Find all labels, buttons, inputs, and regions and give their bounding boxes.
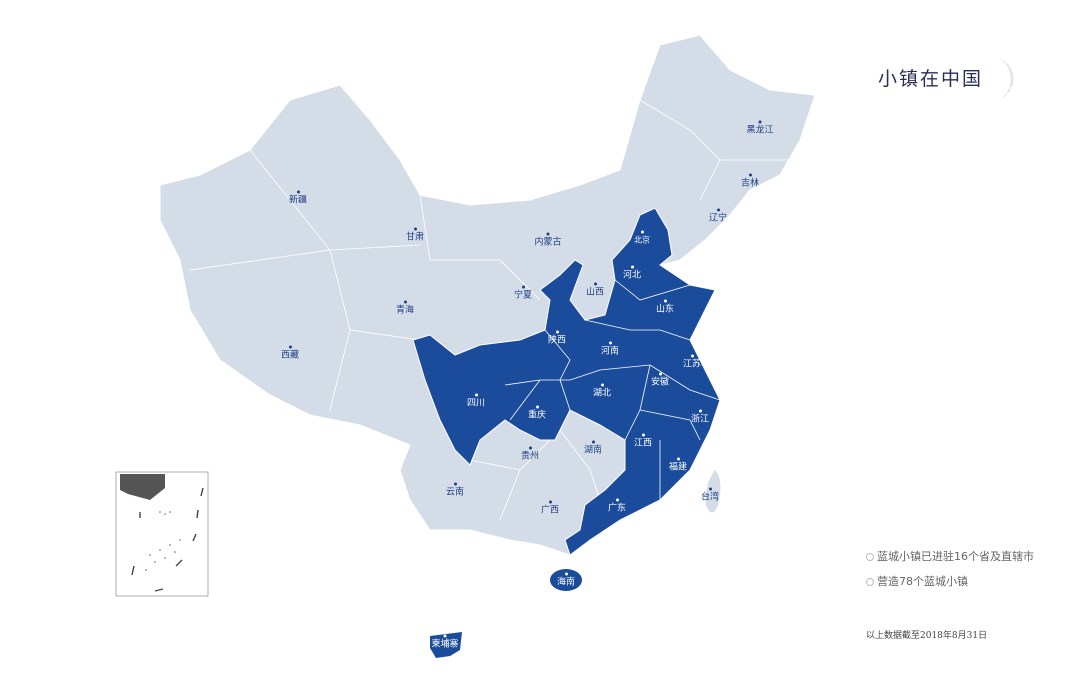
covered-provinces-region[interactable] — [412, 207, 721, 556]
cambodia-region[interactable] — [430, 632, 462, 658]
region-name: 浙江 — [690, 414, 710, 425]
covered-province-borders — [504, 279, 721, 500]
region-name: 广东 — [607, 503, 627, 514]
region-name: 海南 — [556, 577, 576, 588]
region-name: 新疆 — [288, 195, 308, 206]
region-label: 陕西 — [547, 330, 567, 346]
region-label: 黑龙江 — [746, 120, 774, 136]
region-name: 台湾 — [700, 492, 720, 503]
region-label: 辽宁 — [708, 208, 728, 224]
region-label: 宁夏 — [513, 285, 533, 301]
region-label: 贵州 — [520, 446, 540, 462]
region-name: 贵州 — [520, 451, 540, 462]
region-label: 台湾 — [700, 487, 720, 503]
region-label: 内蒙古 — [534, 232, 562, 248]
region-name: 湖南 — [583, 445, 603, 456]
region-name: 云南 — [445, 487, 465, 498]
region-name: 宁夏 — [513, 290, 533, 301]
region-label: 西藏 — [280, 345, 300, 361]
crescent-logo-icon — [996, 58, 1014, 100]
region-label: 吉林 — [740, 173, 760, 189]
hainan-island[interactable] — [550, 569, 582, 591]
region-name: 柬埔寨 — [431, 639, 459, 650]
taiwan-island — [705, 470, 721, 513]
region-name: 黑龙江 — [746, 125, 774, 136]
footnote: 以上数据截至2018年8月31日 — [866, 631, 988, 641]
region-name: 陕西 — [547, 335, 567, 346]
region-name: 北京 — [634, 235, 650, 245]
legend-text: 蓝城小镇已进驻16个省及直辖市 — [877, 550, 1034, 563]
region-label: 柬埔寨 — [431, 634, 459, 650]
region-name: 山东 — [655, 304, 675, 315]
region-name: 重庆 — [527, 410, 547, 421]
region-label: 福建 — [668, 457, 688, 473]
province-borders — [189, 99, 790, 521]
region-label: 青海 — [395, 300, 415, 316]
region-label: 山东 — [655, 299, 675, 315]
south-china-sea-inset — [115, 471, 209, 597]
region-label: 重庆 — [527, 405, 547, 421]
bullet-ring-icon — [866, 578, 874, 586]
region-name: 江苏 — [682, 359, 702, 370]
region-label: 甘肃 — [405, 227, 425, 243]
region-name: 广西 — [540, 505, 560, 516]
legend-text: 营造78个蓝城小镇 — [877, 575, 968, 588]
region-label: 河北 — [622, 265, 642, 281]
region-name: 湖北 — [592, 388, 612, 399]
legend-item: 蓝城小镇已进驻16个省及直辖市 — [866, 548, 1034, 564]
region-label: 湖北 — [592, 383, 612, 399]
region-label: 海南 — [556, 572, 576, 588]
region-label: 安徽 — [650, 372, 670, 388]
page-title: 小镇在中国 — [878, 68, 984, 90]
region-label: 江西 — [633, 433, 653, 449]
region-name: 甘肃 — [405, 232, 425, 243]
region-name: 安徽 — [650, 377, 670, 388]
bullet-ring-icon — [866, 553, 874, 561]
region-label: 新疆 — [288, 190, 308, 206]
region-label: 北京 — [634, 230, 650, 246]
region-name: 河南 — [600, 346, 620, 357]
region-name: 吉林 — [740, 178, 760, 189]
region-name: 青海 — [395, 305, 415, 316]
legend-item: 营造78个蓝城小镇 — [866, 573, 968, 589]
region-label: 浙江 — [690, 409, 710, 425]
region-name: 山西 — [585, 287, 605, 298]
region-name: 江西 — [633, 438, 653, 449]
region-label: 广西 — [540, 500, 560, 516]
region-label: 湖南 — [583, 440, 603, 456]
region-label: 河南 — [600, 341, 620, 357]
region-name: 河北 — [622, 270, 642, 281]
region-label: 江苏 — [682, 354, 702, 370]
region-name: 四川 — [466, 398, 486, 409]
region-name: 西藏 — [280, 350, 300, 361]
region-label: 四川 — [466, 393, 486, 409]
region-label: 广东 — [607, 498, 627, 514]
region-label: 山西 — [585, 282, 605, 298]
region-name: 辽宁 — [708, 213, 728, 224]
region-label: 云南 — [445, 482, 465, 498]
region-name: 内蒙古 — [534, 237, 562, 248]
region-name: 福建 — [668, 462, 688, 473]
